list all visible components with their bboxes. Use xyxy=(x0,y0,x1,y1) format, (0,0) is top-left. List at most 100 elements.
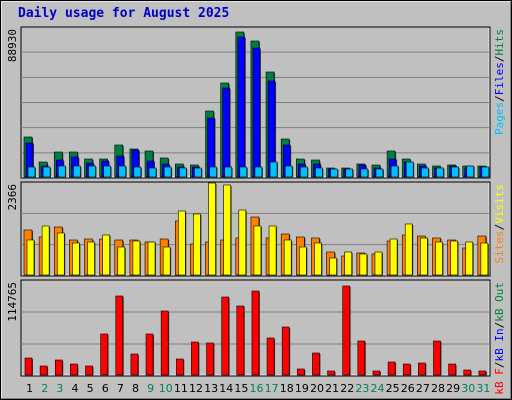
pages-bar-day-8 xyxy=(133,166,142,178)
pages-bar-day-16 xyxy=(254,166,263,178)
legend-pages: Pages xyxy=(493,102,506,135)
visits-bar-day-19 xyxy=(299,246,307,276)
kbytes-bar-day-14 xyxy=(221,296,229,376)
pages-bar-day-26 xyxy=(405,161,414,178)
pages-bar-day-17 xyxy=(269,161,278,178)
pages-bar-day-22 xyxy=(345,168,354,178)
visits-bar-day-6 xyxy=(102,234,110,276)
day-label-20: 20 xyxy=(310,382,324,395)
visits-bar-day-8 xyxy=(132,240,141,276)
kbytes-bar-day-3 xyxy=(54,359,63,376)
pages-bar-day-15 xyxy=(239,166,248,178)
kbytes-bar-day-8 xyxy=(130,353,139,376)
files-bar-day-15 xyxy=(237,36,246,178)
visits-bar-day-18 xyxy=(283,239,292,276)
files-bar-day-14 xyxy=(222,87,230,178)
legend-kb-f: kB F xyxy=(493,368,506,395)
kbytes-bar-day-17 xyxy=(266,337,275,376)
visits-bar-day-14 xyxy=(223,184,231,276)
pages-bar-day-6 xyxy=(103,165,111,178)
pages-bar-day-10 xyxy=(163,166,172,178)
kbytes-bar-day-30 xyxy=(463,369,472,376)
day-label-25: 25 xyxy=(386,382,400,395)
visits-bar-day-4 xyxy=(72,242,80,276)
visits-bar-day-13 xyxy=(208,182,216,276)
kbytes-bar-day-10 xyxy=(160,310,169,376)
day-label-27: 27 xyxy=(416,382,430,395)
pages-bar-day-23 xyxy=(360,168,369,178)
kbytes-bar-day-31 xyxy=(478,370,487,376)
legend-separator: / xyxy=(493,362,506,369)
pages-bar-day-21 xyxy=(330,168,338,178)
day-label-17: 17 xyxy=(265,382,279,395)
kbytes-bar-day-13 xyxy=(206,342,214,376)
kbytes-bar-day-11 xyxy=(175,358,184,376)
visits-bar-day-7 xyxy=(117,246,126,276)
visits-bar-day-9 xyxy=(147,241,156,276)
visits-bar-day-1 xyxy=(26,239,35,276)
kbytes-bar-day-9 xyxy=(145,333,154,376)
pages-bar-day-19 xyxy=(300,166,308,178)
pages-bar-day-1 xyxy=(27,166,36,178)
pages-bar-day-7 xyxy=(118,165,127,178)
kbytes-bar-day-19 xyxy=(297,368,305,376)
day-label-10: 10 xyxy=(159,382,173,395)
pages-bar-day-18 xyxy=(284,165,293,178)
kbytes-bar-day-29 xyxy=(448,363,456,376)
day-label-4: 4 xyxy=(71,382,78,395)
day-label-26: 26 xyxy=(401,382,415,395)
pages-bar-day-5 xyxy=(88,165,96,178)
pages-bar-day-24 xyxy=(375,168,384,178)
visits-bar-day-17 xyxy=(268,225,277,276)
kbytes-bar-day-28 xyxy=(433,340,441,376)
kbytes-bar-day-12 xyxy=(191,341,199,376)
kbytes-bar-day-6 xyxy=(100,333,108,376)
kbytes-bar-day-26 xyxy=(402,363,411,376)
pages-bar-day-14 xyxy=(224,166,232,178)
visits-bar-day-15 xyxy=(238,209,247,276)
visits-bar-day-16 xyxy=(253,225,262,276)
pages-bar-day-11 xyxy=(178,167,187,178)
day-label-11: 11 xyxy=(174,382,188,395)
pages-bar-day-31 xyxy=(481,166,490,178)
kbytes-bar-day-16 xyxy=(251,290,260,376)
kbytes-bar-day-25 xyxy=(387,361,396,376)
visits-bar-day-26 xyxy=(404,223,413,276)
visits-bar-day-23 xyxy=(359,253,368,276)
visits-bar-day-29 xyxy=(450,240,458,276)
day-label-30: 30 xyxy=(461,382,475,395)
visits-bar-day-3 xyxy=(56,232,65,276)
legend-kb-in: kB In xyxy=(493,328,506,361)
pages-bar-day-3 xyxy=(57,165,66,178)
kbytes-bar-day-15 xyxy=(236,305,245,376)
visits-bar-day-30 xyxy=(465,241,474,276)
kbytes-bar-day-21 xyxy=(327,370,335,376)
legend-kb-out: kB Out xyxy=(493,282,506,322)
kbytes-bar-day-5 xyxy=(85,365,93,376)
pages-bar-day-4 xyxy=(73,165,81,178)
day-label-16: 16 xyxy=(250,382,264,395)
pages-bar-day-25 xyxy=(390,165,399,178)
legend-panel-1: Pages/Files/Hits xyxy=(493,29,506,135)
day-label-22: 22 xyxy=(340,382,354,395)
day-label-3: 3 xyxy=(56,382,63,395)
pages-bar-day-9 xyxy=(148,167,157,178)
day-label-8: 8 xyxy=(132,382,139,395)
day-label-14: 14 xyxy=(219,382,233,395)
pages-bar-day-2 xyxy=(42,166,51,178)
visits-bar-day-27 xyxy=(420,237,428,276)
kbytes-bar-day-18 xyxy=(281,326,290,376)
day-label-5: 5 xyxy=(87,382,94,395)
kbytes-bar-day-22 xyxy=(342,285,351,376)
legend-separator: / xyxy=(493,224,506,231)
kbytes-bar-day-1 xyxy=(24,357,33,376)
visits-bar-day-20 xyxy=(314,242,322,276)
visits-bar-day-28 xyxy=(435,241,443,276)
legend-separator: / xyxy=(493,56,506,63)
kbytes-bar-day-24 xyxy=(372,370,381,376)
pages-bar-day-30 xyxy=(466,165,475,178)
visits-bar-day-21 xyxy=(329,257,337,276)
legend-panel-2: Sites/Visits xyxy=(493,184,506,264)
y-max-label-3: 114765 xyxy=(6,282,19,322)
day-label-23: 23 xyxy=(355,382,369,395)
